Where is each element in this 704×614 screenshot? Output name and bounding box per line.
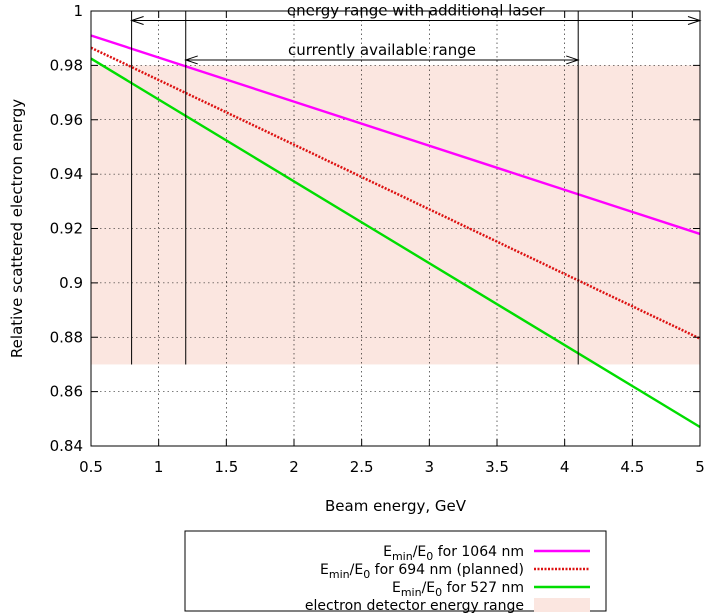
series-line-2 xyxy=(90,46,701,340)
series-line-3 xyxy=(90,57,701,428)
legend-box xyxy=(184,530,607,612)
y-tick-label: 0.96 xyxy=(50,111,83,129)
range-annotation-label: currently available range xyxy=(288,41,476,59)
y-tick-label: 0.9 xyxy=(59,274,83,292)
detector-range-band xyxy=(91,65,700,365)
legend-text-part: /E xyxy=(413,544,427,560)
x-tick-label: 3.5 xyxy=(485,458,509,476)
legend-text-part: for 527 nm xyxy=(442,580,524,596)
arrow-head-left xyxy=(130,16,144,25)
x-tick-label: 2 xyxy=(289,458,299,476)
y-tick-label: 1 xyxy=(73,2,83,20)
y-tick-label: 0.98 xyxy=(50,56,83,74)
legend-entry-label: Emin/E0 for 694 nm (planned) xyxy=(320,562,524,581)
arrow-head-left xyxy=(184,55,198,65)
legend-entry-label: electron detector energy range xyxy=(305,598,524,614)
legend-entry-label: Emin/E0 for 527 nm xyxy=(392,580,524,599)
x-axis-label: Beam energy, GeV xyxy=(325,497,467,515)
legend-text-part: E xyxy=(383,544,392,560)
x-tick-label: 3 xyxy=(425,458,435,476)
x-tick-label: 0.5 xyxy=(79,458,103,476)
x-tick-label: 5 xyxy=(695,458,704,476)
legend-text-part: for 1064 nm xyxy=(433,544,524,560)
y-tick-label: 0.86 xyxy=(50,383,83,401)
legend-entry-label: Emin/E0 for 1064 nm xyxy=(383,544,524,563)
legend-text-part: min xyxy=(329,568,350,581)
legend-text-part: /E xyxy=(422,580,436,596)
arrow-head-right xyxy=(566,55,580,65)
legend-swatch-band xyxy=(534,598,590,612)
y-tick-label: 0.94 xyxy=(50,165,83,183)
y-tick-label: 0.92 xyxy=(50,220,83,238)
x-tick-label: 4 xyxy=(560,458,570,476)
x-tick-label: 1 xyxy=(154,458,164,476)
legend-text-part: /E xyxy=(350,562,364,578)
legend-text-part: 0 xyxy=(435,586,442,599)
legend-text-part: 0 xyxy=(363,568,370,581)
series-line-1 xyxy=(90,34,701,236)
legend-text-part: for 694 nm (planned) xyxy=(370,562,524,578)
legend-text-part: E xyxy=(392,580,401,596)
y-tick-label: 0.84 xyxy=(50,437,83,455)
y-tick-label: 0.88 xyxy=(50,328,83,346)
x-tick-label: 2.5 xyxy=(350,458,374,476)
x-tick-label: 4.5 xyxy=(620,458,644,476)
legend-text-part: 0 xyxy=(426,550,433,563)
legend-text-part: min xyxy=(392,550,413,563)
legend-text-part: E xyxy=(320,562,329,578)
x-tick-label: 1.5 xyxy=(214,458,238,476)
legend-text-part: min xyxy=(401,586,422,599)
y-axis-label: Relative scattered electron energy xyxy=(8,99,26,358)
